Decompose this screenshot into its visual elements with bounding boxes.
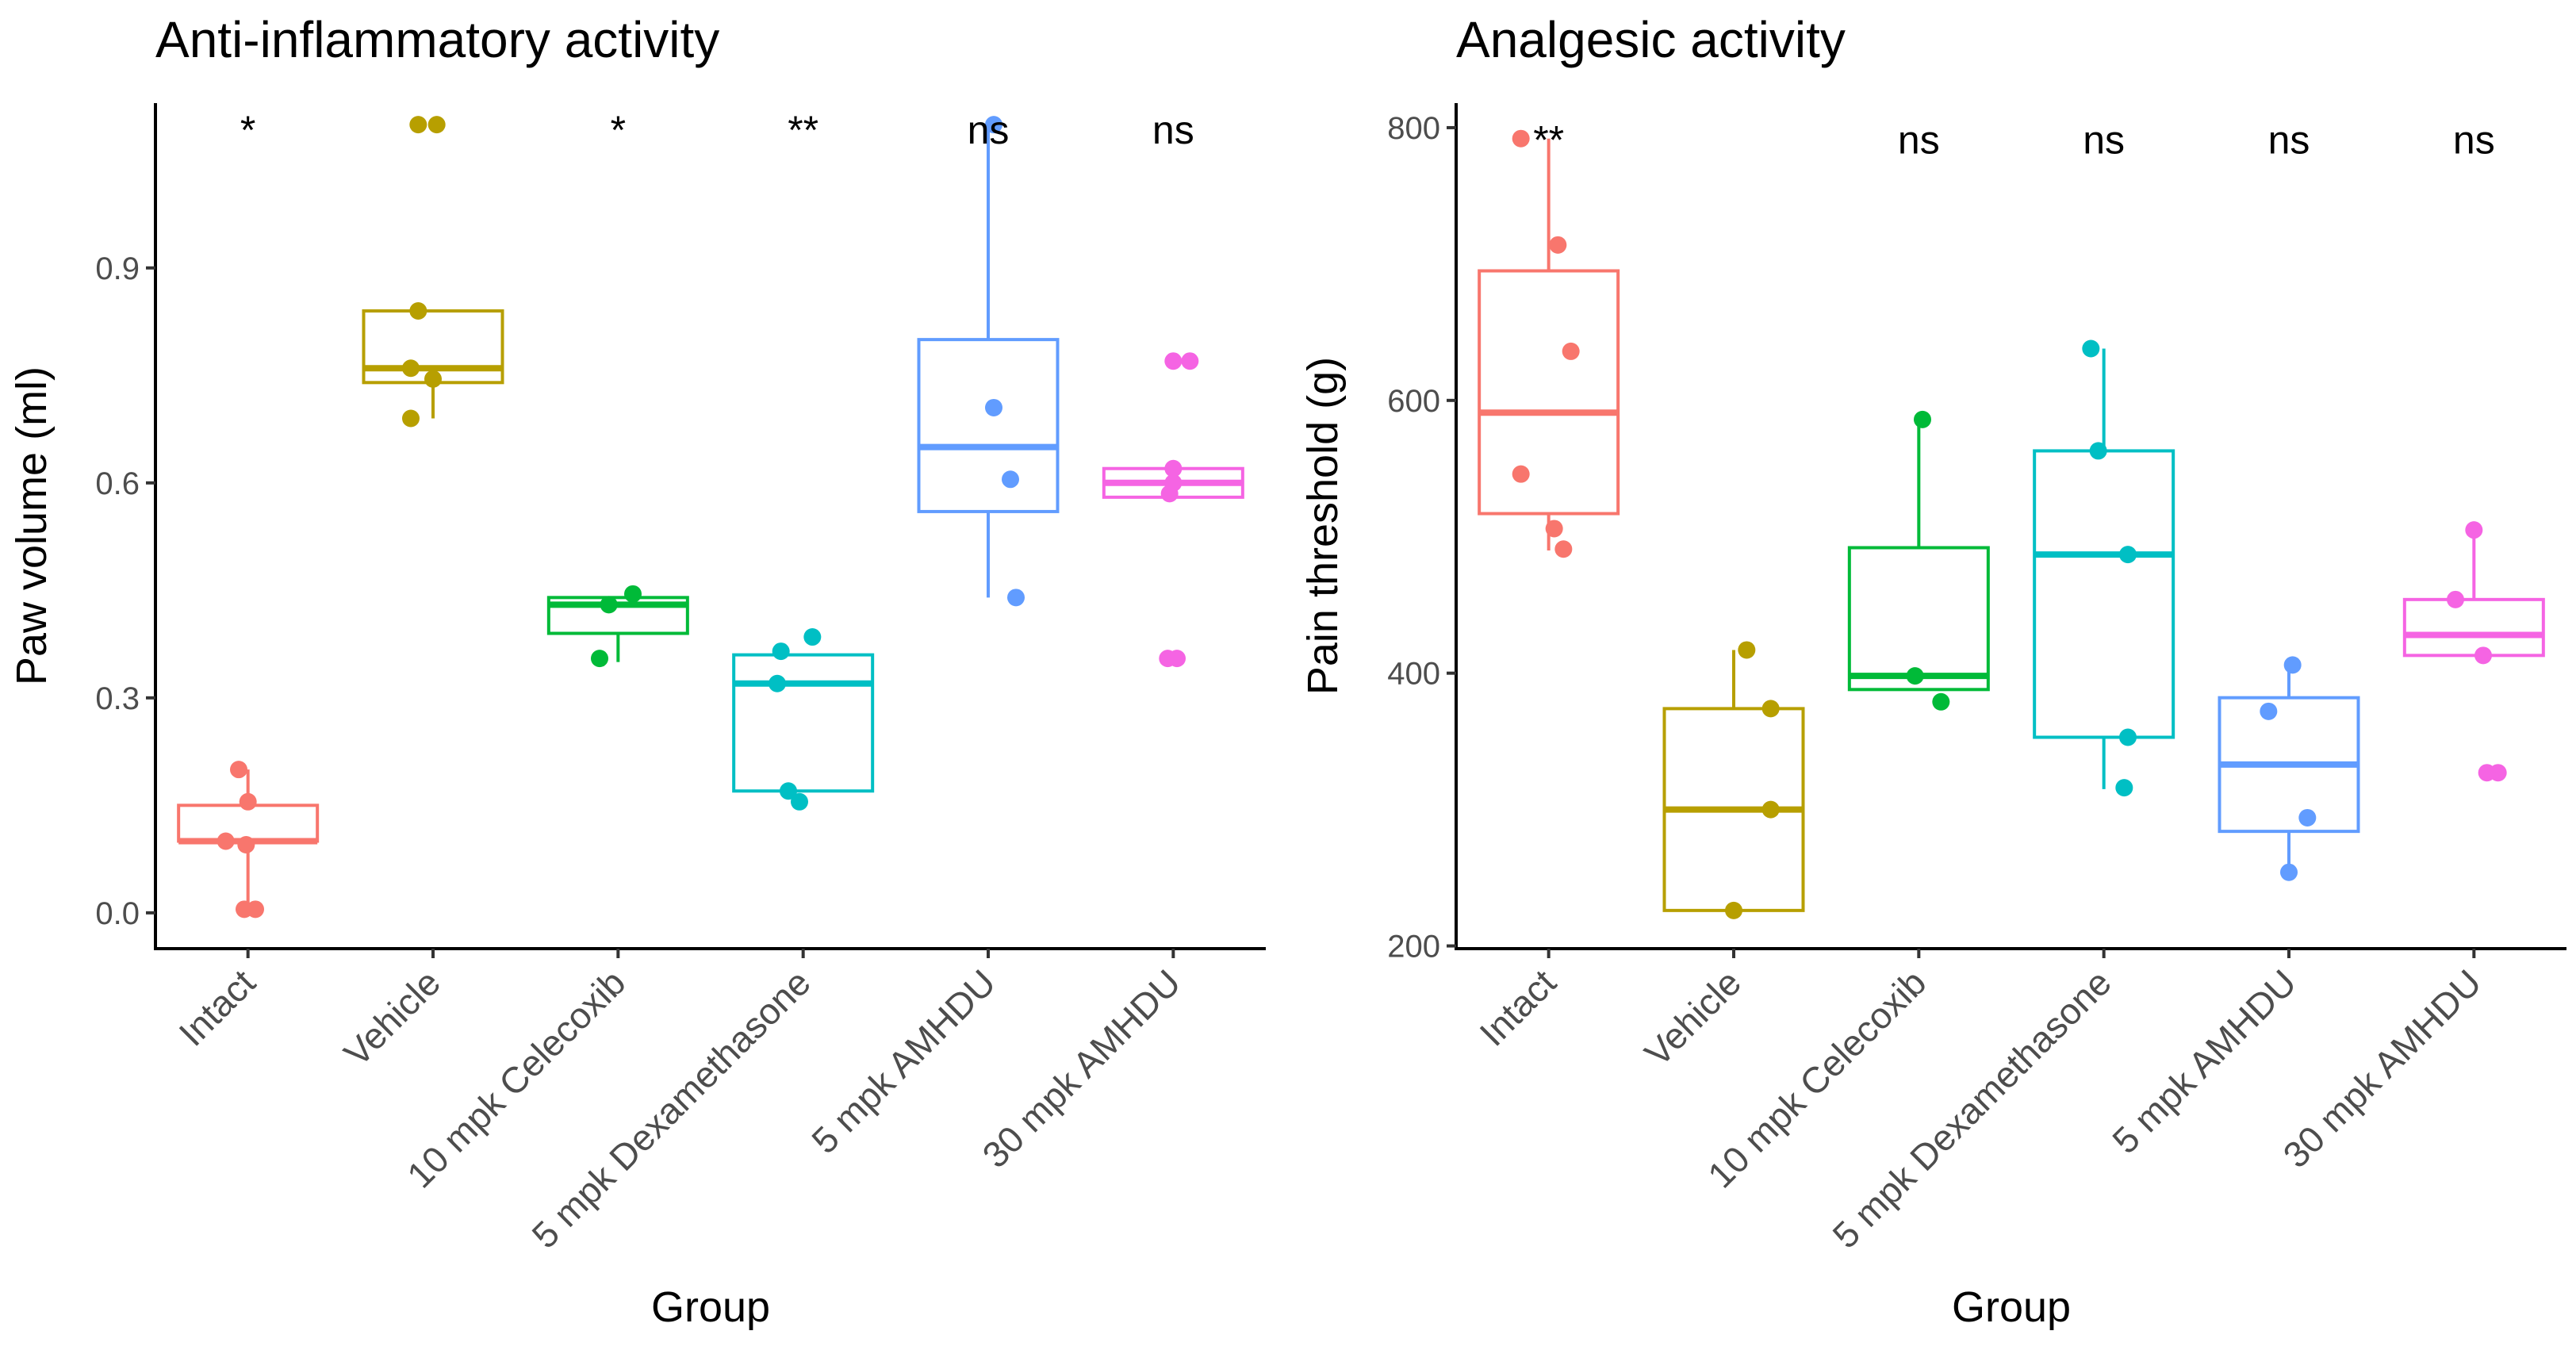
- data-point: [2082, 339, 2100, 358]
- data-point: [2447, 590, 2464, 608]
- data-point: [427, 116, 446, 134]
- data-point: [247, 900, 264, 919]
- significance-label: **: [788, 108, 818, 152]
- data-point: [1554, 540, 1573, 558]
- data-point: [1181, 352, 1199, 370]
- data-point: [1002, 470, 1019, 489]
- data-point: [217, 832, 235, 850]
- y-axis-title: Pain threshold (g): [1299, 357, 1347, 695]
- y-tick-label: 200: [1387, 930, 1440, 965]
- data-point: [780, 782, 797, 800]
- box-iqr: [1847, 546, 1990, 692]
- data-point: [239, 792, 257, 811]
- anti-inflammatory-panel: Anti-inflammatory activity 0.0 0.3 0.6 0.9 Pa…: [8, 11, 1266, 1331]
- significance-label: ns: [1898, 118, 1940, 163]
- category-label: 30 mpk AMHDU: [2275, 961, 2489, 1175]
- data-point: [237, 836, 255, 854]
- significance-label: *: [240, 108, 255, 152]
- data-point: [769, 674, 786, 692]
- data-point: [409, 301, 427, 320]
- data-point: [1512, 465, 1530, 483]
- data-point: [1164, 352, 1183, 370]
- category-label: 5 mpk AMHDU: [2104, 961, 2304, 1161]
- data-point: [985, 116, 1002, 134]
- data-point: [2260, 702, 2278, 720]
- data-point: [2115, 779, 2133, 797]
- y-tick-label: 800: [1387, 111, 1440, 146]
- significance-label: ns: [2453, 118, 2495, 163]
- y-tick-label: 0.0: [95, 896, 140, 931]
- data-point: [2119, 728, 2137, 746]
- data-point: [803, 628, 822, 646]
- box-iqr: [2033, 449, 2175, 739]
- x-axis-title: Group: [1952, 1283, 2071, 1331]
- data-point: [1545, 520, 1563, 538]
- data-point: [1725, 901, 1742, 919]
- category-label: 30 mpk AMHDU: [974, 961, 1188, 1175]
- data-point: [1738, 641, 1756, 659]
- box-iqr: [732, 653, 875, 793]
- y-axis-title: Paw volume (ml): [8, 366, 56, 685]
- category-label: 5 mpk AMHDU: [803, 961, 1003, 1161]
- data-point: [2283, 656, 2302, 674]
- box-iqr: [1478, 269, 1620, 516]
- data-point: [2298, 808, 2317, 826]
- data-point: [1549, 236, 1567, 254]
- data-point: [985, 398, 1002, 416]
- y-tick-label: 0.6: [95, 466, 140, 501]
- data-point: [2280, 863, 2298, 881]
- data-point: [402, 409, 420, 428]
- category-label: Vehicle: [1636, 961, 1749, 1074]
- chart-title: Anti-inflammatory activity: [155, 11, 719, 68]
- category-label: Intact: [171, 961, 263, 1053]
- category-label: Vehicle: [335, 961, 448, 1074]
- data-point: [402, 359, 420, 378]
- box-iqr: [917, 338, 1060, 513]
- significance-label: *: [611, 108, 626, 152]
- category-label: Intact: [1471, 961, 1563, 1053]
- data-point: [2465, 521, 2483, 539]
- data-point: [1761, 800, 1780, 819]
- data-point: [1007, 589, 1025, 607]
- data-point: [409, 116, 427, 134]
- analgesic-panel: Analgesic activity 200 400 600 800 Pain thres…: [1299, 11, 2566, 1331]
- data-point: [1761, 700, 1780, 718]
- data-point: [1164, 459, 1183, 477]
- significance-label: ns: [2268, 118, 2310, 163]
- chart-title: Analgesic activity: [1456, 11, 1846, 68]
- y-tick-label: 0.3: [95, 681, 140, 716]
- x-axis-title: Group: [651, 1283, 770, 1331]
- significance-label: ns: [1152, 108, 1194, 152]
- data-point: [424, 370, 442, 388]
- significance-label: ns: [2083, 118, 2125, 163]
- box-iqr: [177, 803, 320, 843]
- data-point: [1160, 485, 1179, 503]
- data-point: [1562, 342, 1580, 360]
- data-point: [591, 650, 608, 668]
- data-point: [2119, 546, 2137, 564]
- significance-label: ns: [968, 108, 1010, 152]
- data-point: [600, 596, 618, 614]
- y-tick-label: 600: [1387, 384, 1440, 419]
- y-tick-label: 400: [1387, 657, 1440, 692]
- y-tick-label: 0.9: [95, 251, 140, 286]
- data-point: [1914, 410, 1931, 428]
- data-point: [624, 585, 642, 603]
- significance-label: **: [1533, 118, 1564, 163]
- data-point: [2089, 442, 2107, 460]
- data-point: [2489, 764, 2507, 782]
- data-point: [230, 761, 247, 779]
- data-point: [1906, 667, 1924, 685]
- data-point: [1512, 129, 1530, 148]
- data-point: [1932, 692, 1950, 711]
- data-point: [772, 642, 790, 661]
- box-iqr: [2402, 597, 2545, 658]
- data-point: [2474, 646, 2492, 665]
- data-point: [1168, 650, 1186, 668]
- data-point: [791, 792, 808, 811]
